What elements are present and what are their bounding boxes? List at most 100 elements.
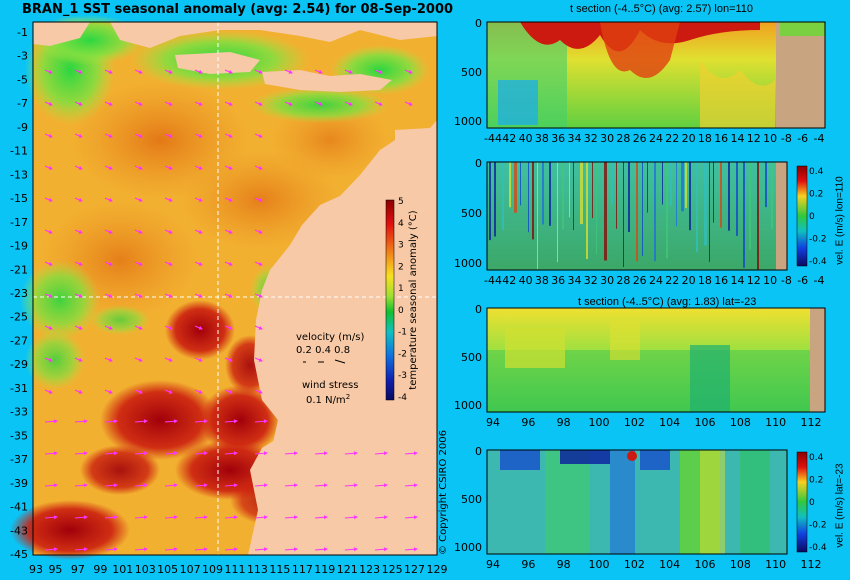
wind-arrow <box>374 451 388 456</box>
section-lon-temp-x-tick: -4 <box>814 132 825 145</box>
section-lat-velocity-x-tick: 112 <box>801 558 822 571</box>
map-y-tick: -1 <box>17 26 28 39</box>
section-lon-temp-x-tick: 36 <box>551 132 565 145</box>
wind-arrow <box>164 101 173 106</box>
map-x-tick: 111 <box>225 563 246 576</box>
section-lon-temp-x-tick: 10 <box>763 132 777 145</box>
section-lat-temp <box>486 307 826 413</box>
map-y-tick: -37 <box>10 453 28 466</box>
wind-arrow <box>164 483 178 488</box>
section-lat-temp-x-tick: 112 <box>801 416 822 429</box>
wind-arrow <box>254 419 268 424</box>
map-x-tick: 93 <box>29 563 43 576</box>
wind-arrow <box>104 515 118 520</box>
wind-arrow <box>74 197 83 202</box>
wind-arrow <box>404 69 413 74</box>
section-lat-velocity-x-tick: 102 <box>624 558 645 571</box>
wind-arrow <box>104 357 113 362</box>
wind-arrow <box>374 483 388 488</box>
wind-arrow <box>224 389 233 394</box>
velocity-stripe <box>704 162 707 246</box>
section-lat-velocity-y-tick: 500 <box>461 493 482 506</box>
section-lat-velocity-x-tick: 96 <box>521 558 535 571</box>
section-lon-velocity-x-tick: 40 <box>519 274 533 287</box>
wind-arrow <box>134 547 148 552</box>
wind-arrow <box>374 101 383 106</box>
wind-legend-exponent: 2 <box>346 393 350 401</box>
velocity-stripe <box>628 162 630 232</box>
map-x-tick: 121 <box>337 563 358 576</box>
section-lat-temp-y-tick: 0 <box>475 303 482 316</box>
wind-arrow <box>194 451 208 456</box>
velocity-stripe <box>532 162 534 240</box>
map-x-tick: 127 <box>404 563 425 576</box>
wind-arrow <box>314 101 323 106</box>
velocity-stripe <box>611 162 613 204</box>
wind-arrow <box>164 229 173 234</box>
wind-arrow <box>74 165 83 170</box>
wind-arrow <box>104 483 118 488</box>
map-x-tick: 123 <box>359 563 380 576</box>
wind-arrow <box>44 69 53 74</box>
wind-arrow <box>194 165 203 170</box>
wind-arrow <box>74 229 83 234</box>
section-lon-velocity-x-tick: -44 <box>484 274 502 287</box>
map-y-tick: -35 <box>10 429 28 442</box>
wind-arrow <box>254 483 268 488</box>
map-y-tick: -21 <box>10 263 28 276</box>
wind-arrow <box>404 101 413 106</box>
section-lat-velocity <box>486 449 808 555</box>
wind-arrow <box>164 325 173 330</box>
colorbar-tick: -2 <box>398 349 407 359</box>
velocity-stripe <box>689 162 691 231</box>
velocity-colorbar-tick: 0.4 <box>809 453 824 463</box>
velocity-colorbar-tick: 0.2 <box>809 190 823 200</box>
map-x-tick: 99 <box>93 563 107 576</box>
wind-arrow <box>104 419 118 424</box>
velocity-stripe <box>616 162 617 229</box>
wind-arrow <box>284 451 298 456</box>
section-lat-temp-y-tick: 1000 <box>454 399 482 412</box>
wind-arrow <box>224 325 233 330</box>
velocity-stripe <box>549 162 551 226</box>
wind-arrow <box>314 547 328 552</box>
wind-arrow <box>104 229 113 234</box>
section-lon-temp-x-tick: 24 <box>649 132 663 145</box>
section-lon-temp <box>486 21 826 129</box>
map-x-tick: 125 <box>382 563 403 576</box>
section-lon-temp-x-tick: 20 <box>682 132 696 145</box>
section-lon-temp-x-tick: 26 <box>633 132 647 145</box>
section-lat-velocity-x-tick: 98 <box>557 558 571 571</box>
temperature-colorbar <box>385 199 395 401</box>
map-y-tick: -3 <box>17 50 28 63</box>
velocity-stripe <box>557 162 558 263</box>
wind-arrow <box>404 547 418 552</box>
velocity-stripe <box>542 162 544 225</box>
section-lon-velocity-x-tick: 26 <box>633 274 647 287</box>
wind-arrow <box>164 515 178 520</box>
wind-arrow <box>194 293 203 298</box>
velocity-colorbar-tick: -0.4 <box>809 257 827 267</box>
wind-arrow <box>344 515 358 520</box>
velocity-colorbar-tick: 0 <box>809 498 815 508</box>
colorbar-tick: 3 <box>398 241 404 251</box>
wind-arrow <box>44 229 53 234</box>
section-lon-velocity-x-tick: 22 <box>665 274 679 287</box>
svg-text:0.1 N/m2: 0.1 N/m2 <box>306 393 350 406</box>
wind-arrow <box>224 69 233 74</box>
velocity-stripe <box>623 162 624 268</box>
wind-arrow <box>134 229 143 234</box>
wind-arrow <box>134 197 143 202</box>
colorbar-tick: 1 <box>398 284 404 294</box>
velocity-stripe <box>509 162 511 208</box>
wind-arrow <box>44 419 58 424</box>
wind-arrow <box>104 451 118 456</box>
velocity-stripe <box>502 162 504 230</box>
map-title: BRAN_1 SST seasonal anomaly (avg: 2.54) … <box>22 2 454 17</box>
velocity-stripe <box>720 162 722 228</box>
velocity-colorbar-label-lat: vel. E (m/s) lat=-23 <box>834 463 846 548</box>
section-lat-temp-x-tick: 98 <box>557 416 571 429</box>
velocity-stripe <box>514 162 517 213</box>
wind-arrow <box>404 483 418 488</box>
wind-arrow <box>134 293 143 298</box>
